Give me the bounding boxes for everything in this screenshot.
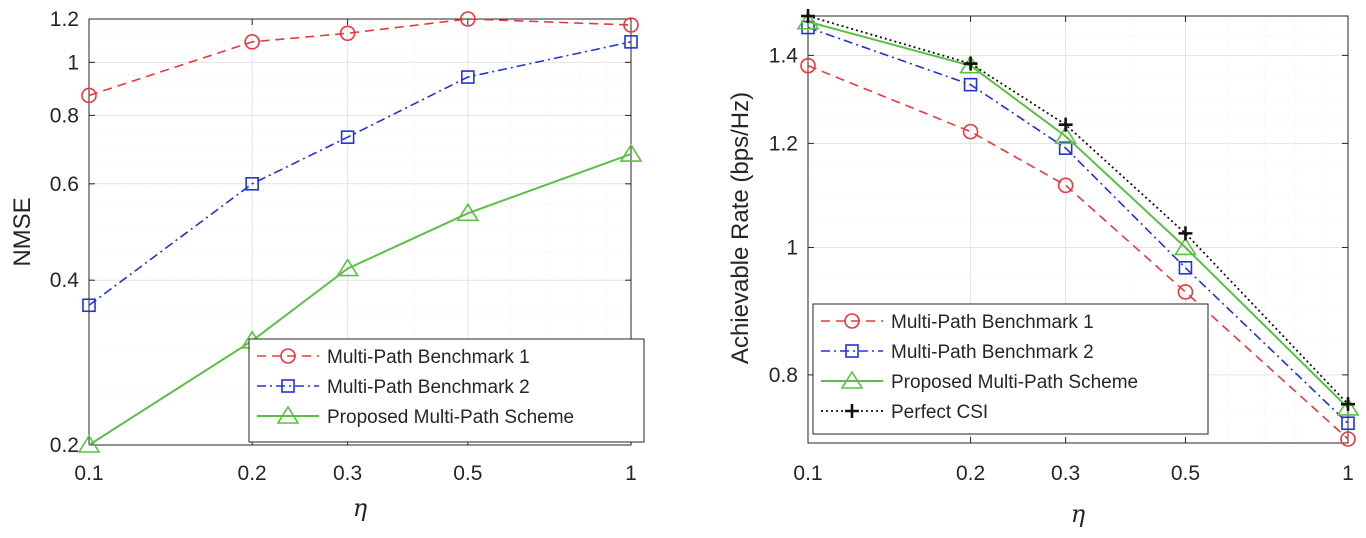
y-tick-label: 0.8 (769, 364, 798, 387)
x-tick-label: 0.1 (793, 462, 822, 485)
series-1-point (244, 34, 260, 50)
axes-box (807, 15, 1349, 444)
x-tick-label: 0.3 (1051, 462, 1080, 485)
series-3-point (456, 202, 480, 222)
series-1-point (1177, 284, 1194, 300)
y-axis-label: Achievable Rate (bps/Hz) (727, 92, 754, 364)
legend-marker-3 (276, 405, 300, 424)
y-tick-label: 1.2 (769, 132, 798, 155)
y-tick-label: 0.8 (50, 104, 79, 127)
series-1-point (339, 25, 356, 42)
legend-label-1: Multi-Path Benchmark 1 (891, 312, 1094, 333)
x-tick-label: 0.5 (453, 462, 482, 485)
x-tick-label: 1 (1342, 462, 1354, 485)
x-tick-label: 0.2 (956, 462, 985, 485)
series-3-point (1054, 125, 1078, 145)
series-3-point (1174, 236, 1197, 256)
legend-label-3: Proposed Multi-Path Scheme (891, 372, 1138, 393)
x-tick-label: 0.5 (1171, 462, 1200, 485)
y-axis-label: NMSE (9, 197, 36, 266)
legend-label-3: Proposed Multi-Path Scheme (327, 407, 574, 428)
series-line-3 (807, 20, 1349, 409)
series-3-point (336, 258, 360, 277)
x-axis-label: η (353, 494, 368, 522)
x-axis-label: η (1071, 500, 1086, 528)
legend-marker-2 (845, 344, 859, 358)
legend-box (248, 338, 645, 443)
series-2-point (461, 70, 475, 84)
legend-marker-3 (840, 370, 864, 389)
series-1-point (460, 11, 476, 27)
legend-marker-4 (845, 404, 859, 418)
series-1-point (800, 57, 816, 74)
series-1-point (1057, 177, 1074, 194)
x-tick-label: 0.1 (74, 462, 103, 485)
legend-marker-1 (280, 348, 296, 364)
series-4-point (963, 56, 978, 71)
series-line-2 (807, 26, 1349, 424)
series-3-point (619, 143, 643, 162)
legend: Multi-Path Benchmark 1 Multi-Path Benchma… (248, 338, 645, 443)
legend-label-2: Multi-Path Benchmark 2 (327, 377, 530, 398)
series-2-point (82, 298, 96, 313)
series-1-point (623, 17, 639, 33)
y-tick-label: 1.4 (769, 44, 799, 67)
y-tick-label: 0.2 (50, 434, 79, 457)
series-1-point (962, 123, 979, 140)
series-4-point (1341, 397, 1355, 412)
series-4-point (1178, 226, 1193, 241)
y-tick-label: 0.4 (50, 269, 80, 292)
series-line-1 (88, 18, 632, 97)
axes-box (88, 18, 632, 446)
legend-label-2: Multi-Path Benchmark 2 (891, 342, 1094, 363)
series-3-point (77, 434, 101, 453)
series-2-point (1058, 141, 1073, 155)
series-2-point (1341, 416, 1355, 431)
x-tick-label: 0.2 (238, 462, 267, 485)
series-2-point (340, 130, 355, 144)
series-line-3 (88, 153, 632, 446)
series-2-point (624, 35, 638, 49)
y-tick-label: 1 (786, 236, 798, 259)
legend-label-4: Perfect CSI (891, 402, 988, 423)
series-1-point (1340, 431, 1356, 447)
series-line-1 (807, 64, 1349, 440)
nmse-chart: 0.1 0.2 0.3 0.5 1 0.2 0.4 0.6 0.8 1 1.2 η NMSE Multi-… (9, 8, 645, 522)
legend-marker-1 (844, 313, 860, 329)
series-1-point (81, 87, 97, 104)
series-4-point (801, 9, 815, 23)
legend-label-1: Multi-Path Benchmark 1 (327, 347, 530, 368)
legend-marker-2 (281, 379, 295, 393)
x-tick-label: 1 (625, 462, 637, 485)
y-tick-label: 0.6 (50, 173, 79, 196)
x-tick-label: 0.3 (333, 462, 362, 485)
series-4-point (1058, 117, 1073, 132)
series-3-point (1336, 397, 1360, 416)
y-tick-label: 1.2 (50, 8, 79, 31)
achievable-rate-chart: 0.1 0.2 0.3 0.5 1 0.8 1 1.2 1.4 η Achievable Rate … (727, 9, 1360, 528)
y-tick-label: 1 (67, 51, 79, 74)
series-2-point (963, 77, 978, 92)
legend-box (812, 303, 1209, 435)
series-3-point (796, 11, 820, 30)
series-2-point (245, 176, 259, 191)
series-line-2 (88, 41, 632, 306)
legend: Multi-Path Benchmark 1 Multi-Path Benchma… (812, 303, 1209, 435)
series-2-point (1178, 261, 1193, 275)
